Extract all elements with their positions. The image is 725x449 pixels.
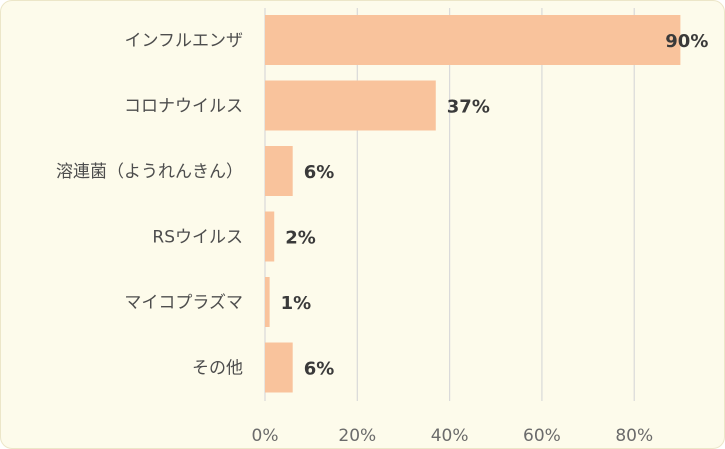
- data-label: 6%: [304, 162, 335, 183]
- data-label: 2%: [285, 228, 316, 249]
- x-axis-ticks: 0% 20% 40% 60% 80%: [252, 426, 654, 446]
- x-tick-label: 60%: [523, 426, 561, 446]
- category-label: RSウイルス: [152, 228, 243, 248]
- bar: [265, 80, 436, 131]
- data-label: 90%: [665, 31, 708, 52]
- bar: [265, 342, 293, 393]
- bar: [265, 211, 275, 262]
- x-tick-label: 0%: [252, 426, 279, 446]
- bar: [265, 277, 270, 327]
- category-label: 溶連菌（ようれんきん）: [56, 162, 243, 182]
- data-label: 6%: [304, 359, 335, 380]
- bar: [265, 15, 681, 65]
- data-label: 37%: [447, 97, 490, 118]
- x-tick-label: 20%: [338, 426, 376, 446]
- category-label: インフルエンザ: [125, 31, 244, 51]
- bar: [265, 146, 293, 196]
- category-label: マイコプラズマ: [124, 293, 243, 313]
- x-tick-label: 80%: [615, 426, 653, 446]
- x-tick-label: 40%: [431, 426, 469, 446]
- bars: [265, 15, 681, 393]
- data-label: 1%: [281, 293, 312, 314]
- grid-lines: [264, 8, 635, 401]
- category-label: その他: [192, 359, 243, 379]
- category-label: コロナウイルス: [124, 97, 243, 117]
- data-labels: 90% 37% 6% 2% 1% 6%: [281, 31, 709, 380]
